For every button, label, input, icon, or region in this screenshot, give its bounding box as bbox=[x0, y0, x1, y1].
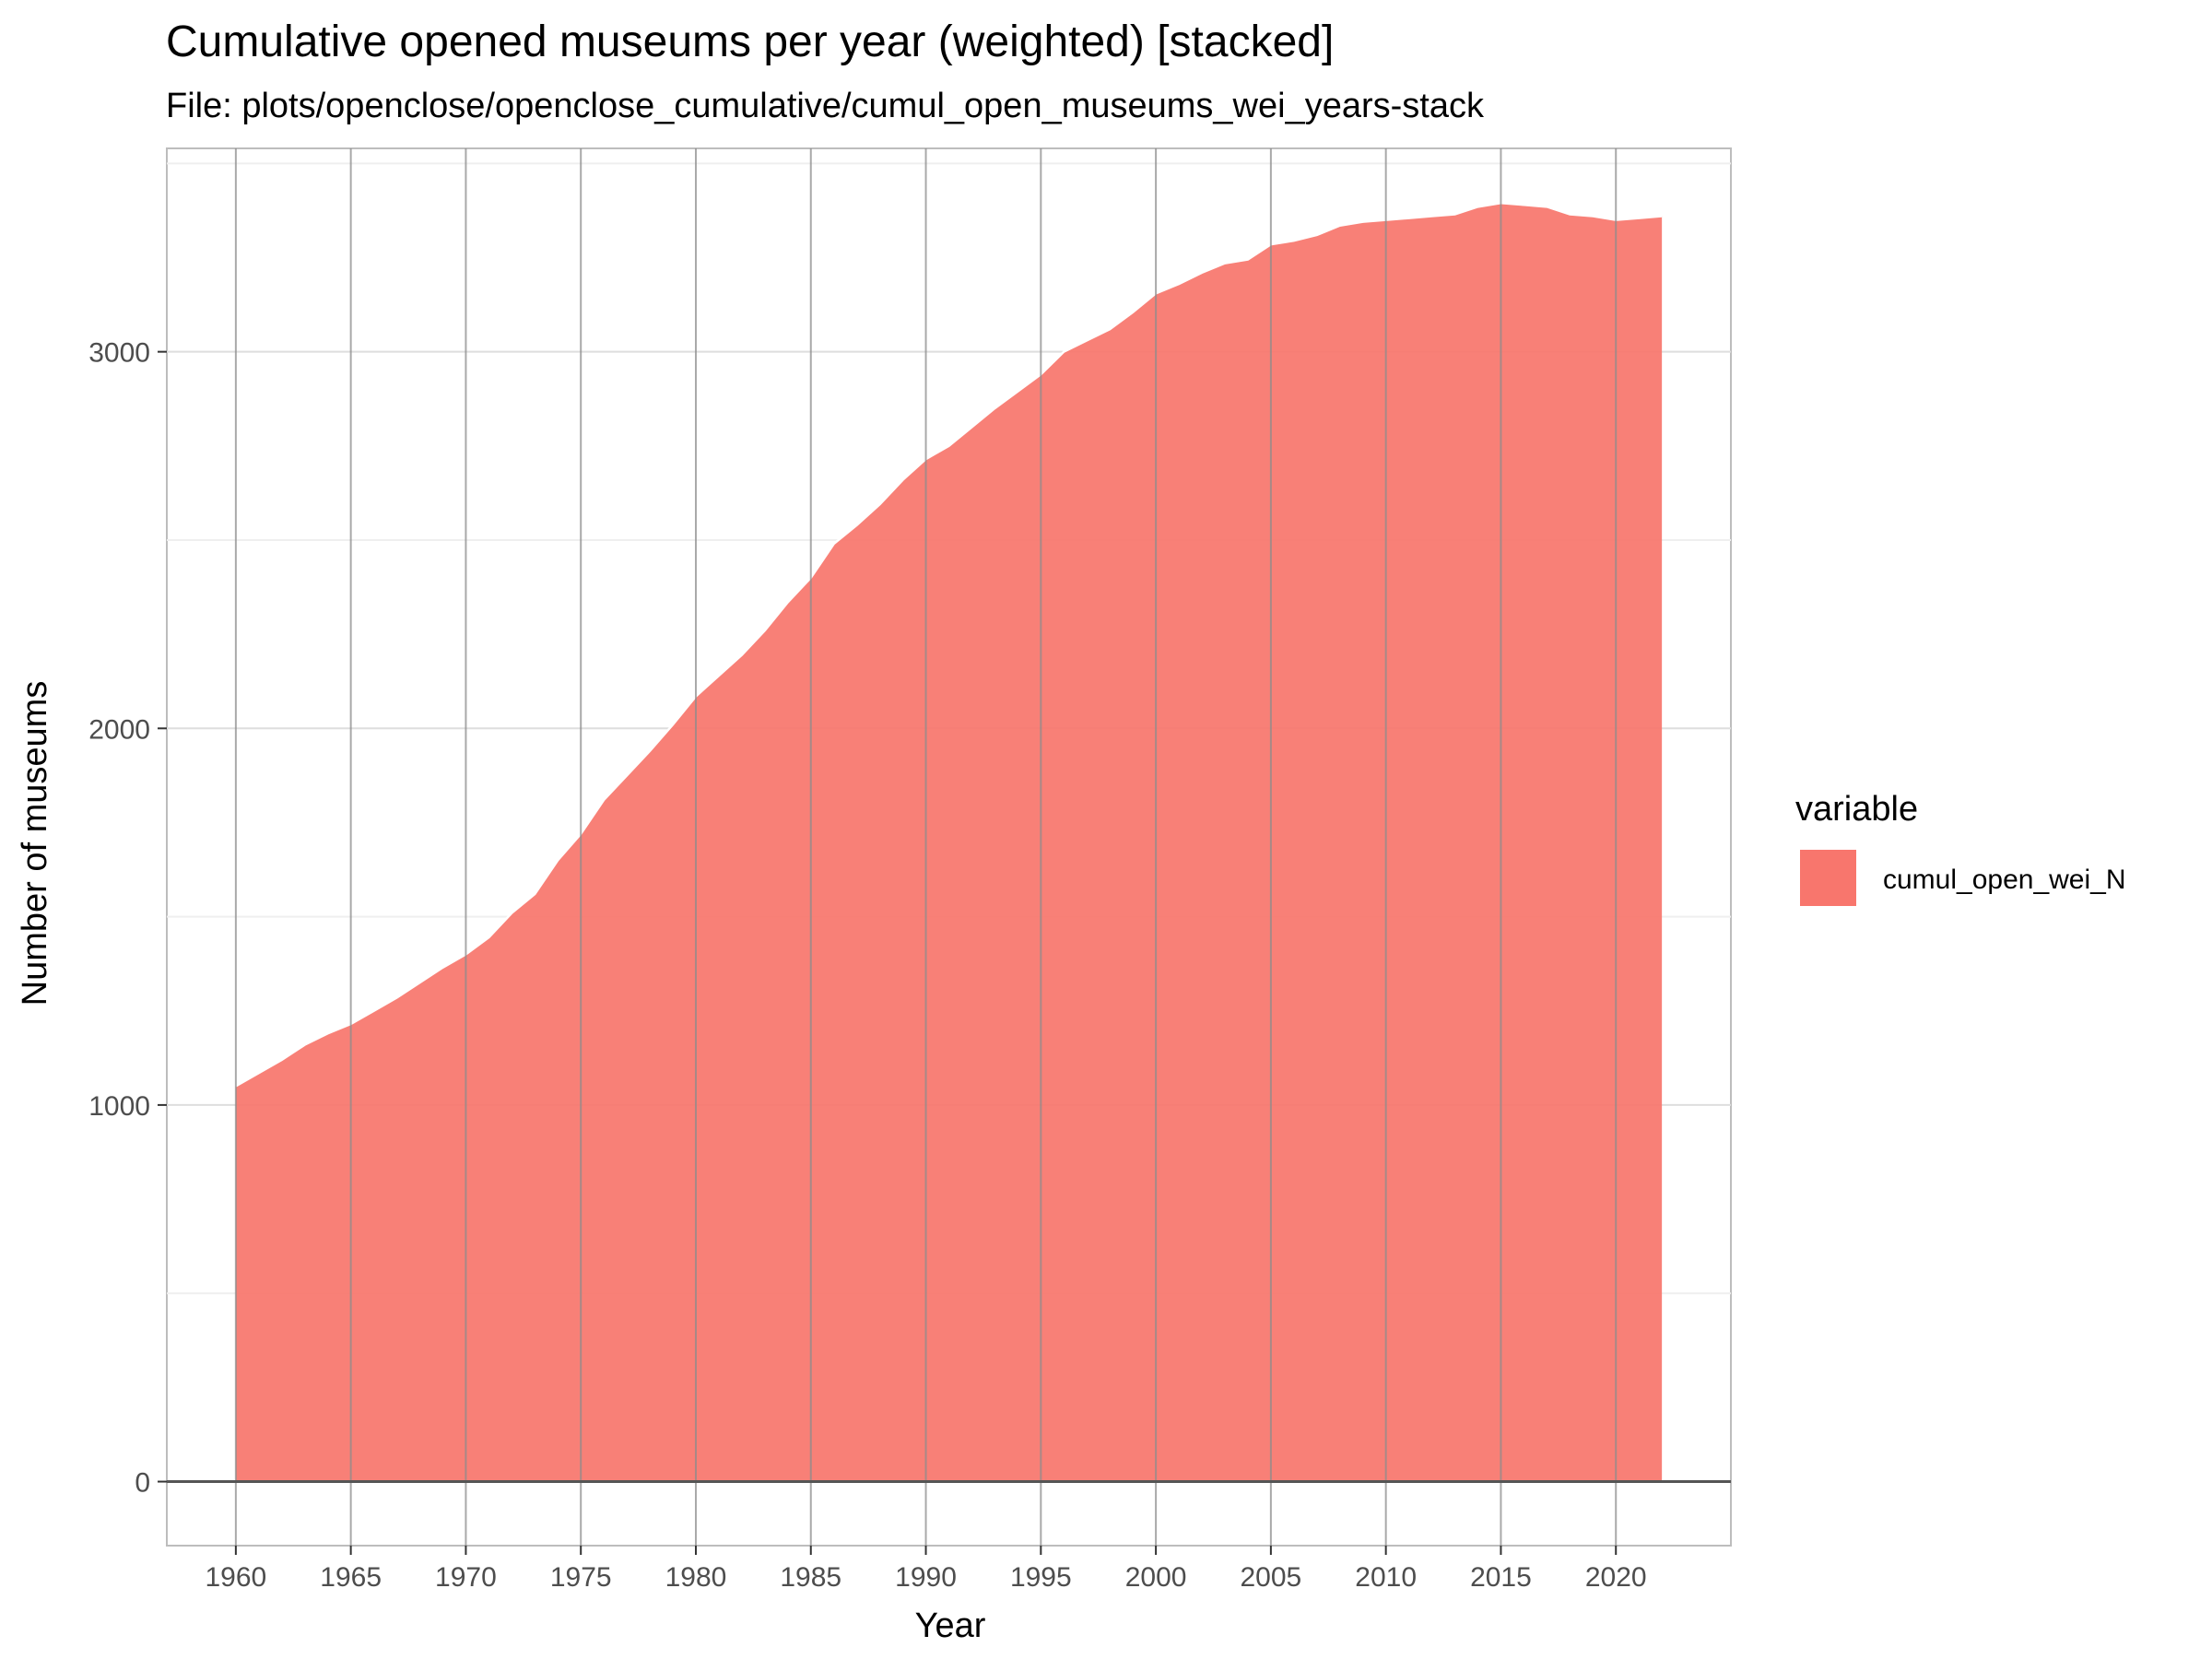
legend-swatch-cumul-open-wei-n bbox=[1800, 850, 1856, 906]
x-tick-label: 2020 bbox=[1585, 1562, 1647, 1593]
x-tick-label: 1980 bbox=[665, 1562, 727, 1593]
x-tick-label: 1975 bbox=[550, 1562, 612, 1593]
x-tick-label: 1960 bbox=[205, 1562, 266, 1593]
x-axis-title: Year bbox=[915, 1606, 986, 1645]
x-tick-label: 1985 bbox=[780, 1562, 841, 1593]
area-layer bbox=[235, 201, 1663, 1482]
legend-label-cumul-open-wei-n: cumul_open_wei_N bbox=[1883, 865, 2126, 895]
legend: variable cumul_open_wei_N bbox=[1795, 790, 2126, 906]
y-tick-label: 1000 bbox=[88, 1091, 150, 1122]
y-tick-label: 3000 bbox=[88, 338, 150, 369]
y-axis-title: Number of museums bbox=[16, 681, 54, 1006]
panel-border bbox=[166, 147, 1732, 1547]
series-outline-cumul-open-wei-n bbox=[235, 201, 1663, 1088]
y-tick-label: 2000 bbox=[88, 714, 150, 745]
chart-subtitle: File: plots/openclose/openclose_cumulati… bbox=[166, 87, 1484, 125]
x-tick-label: 1965 bbox=[320, 1562, 382, 1593]
x-tick-label: 2010 bbox=[1355, 1562, 1417, 1593]
x-tick-label: 1990 bbox=[895, 1562, 957, 1593]
x-tick-label: 2000 bbox=[1125, 1562, 1187, 1593]
y-tick-label: 0 bbox=[135, 1468, 150, 1499]
x-tick-label: 2015 bbox=[1470, 1562, 1532, 1593]
series-area-cumul-open-wei-n bbox=[235, 203, 1663, 1482]
x-tick-label: 1970 bbox=[435, 1562, 497, 1593]
x-tick-label: 2005 bbox=[1241, 1562, 1302, 1593]
legend-title: variable bbox=[1795, 790, 1918, 829]
axis-layer: 1960 1965 1970 1975 1980 1985 1990 1995 2000 2005… bbox=[88, 148, 1731, 1593]
x-tick-label: 1995 bbox=[1010, 1562, 1072, 1593]
chart-title: Cumulative opened museums per year (weig… bbox=[166, 18, 1335, 66]
